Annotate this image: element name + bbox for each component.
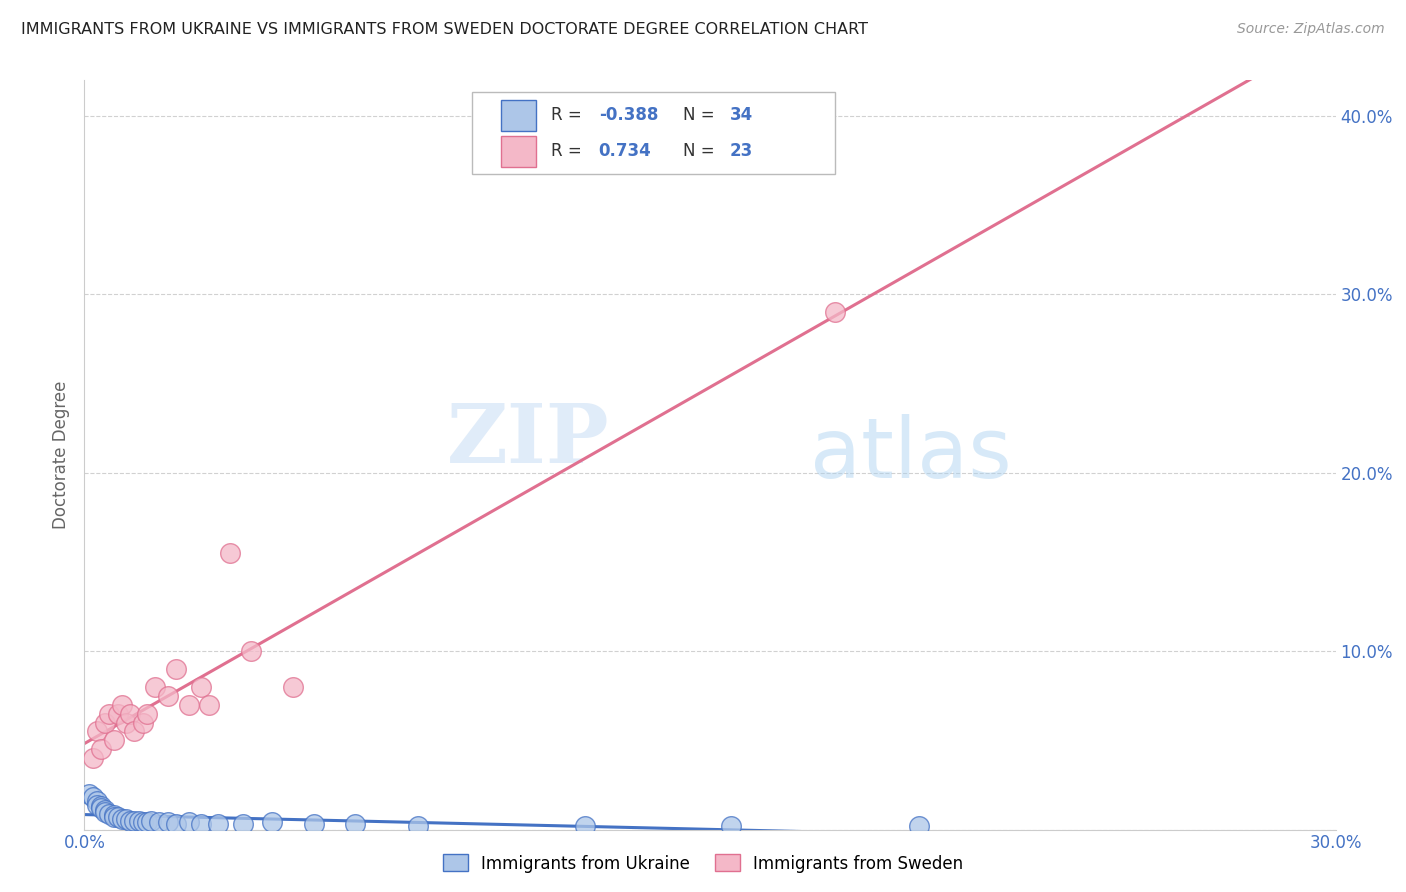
Text: R =: R = (551, 143, 592, 161)
Point (111, 698, 134, 712)
Point (824, 305, 846, 319)
Point (90, 799, 112, 814)
Point (115, 715, 138, 730)
Point (190, 680, 212, 694)
Text: -0.388: -0.388 (599, 106, 658, 125)
Point (98, 806, 121, 821)
Point (107, 706, 129, 721)
Text: 0.734: 0.734 (599, 143, 651, 161)
Point (177, 698, 200, 712)
Text: N =: N = (682, 106, 720, 125)
Point (103, 733, 125, 747)
Text: ZIP: ZIP (447, 400, 610, 480)
Point (207, 817, 229, 831)
Point (90, 742, 112, 756)
Point (262, 815, 284, 830)
Point (139, 814, 162, 828)
Point (98, 706, 121, 721)
Point (120, 706, 142, 721)
Y-axis label: Doctorate Degree: Doctorate Degree (52, 381, 70, 529)
Text: atlas: atlas (810, 415, 1012, 495)
Point (148, 815, 170, 830)
Point (90, 801, 112, 815)
Point (190, 817, 212, 831)
Text: R =: R = (551, 106, 588, 125)
Text: N =: N = (682, 143, 720, 161)
Point (86, 797, 108, 812)
Point (128, 814, 150, 828)
Point (115, 812, 138, 826)
Point (302, 817, 325, 831)
Point (103, 810, 125, 824)
Point (132, 815, 155, 830)
Point (107, 810, 129, 824)
Point (143, 680, 166, 694)
Point (103, 808, 125, 822)
Point (111, 812, 134, 826)
Point (77, 787, 100, 801)
Point (232, 817, 254, 831)
Point (720, 819, 742, 833)
FancyBboxPatch shape (472, 92, 835, 174)
Point (240, 644, 263, 658)
Bar (501, 136, 536, 167)
Point (136, 815, 159, 830)
Bar (501, 100, 536, 131)
Point (94, 715, 117, 730)
Text: 34: 34 (730, 106, 754, 125)
Point (574, 819, 596, 833)
Point (94, 805, 117, 819)
Point (165, 817, 187, 831)
Point (907, 819, 929, 833)
Text: IMMIGRANTS FROM UKRAINE VS IMMIGRANTS FROM SWEDEN DOCTORATE DEGREE CORRELATION C: IMMIGRANTS FROM UKRAINE VS IMMIGRANTS FR… (21, 22, 868, 37)
Text: 23: 23 (730, 143, 754, 161)
Point (124, 724, 146, 739)
Point (344, 817, 367, 831)
Point (86, 794, 108, 808)
Point (198, 698, 221, 712)
Point (156, 689, 179, 703)
Point (94, 803, 117, 817)
Point (219, 546, 242, 560)
Point (86, 724, 108, 739)
Point (132, 715, 155, 730)
Point (124, 814, 146, 828)
Point (120, 814, 142, 828)
Point (136, 706, 159, 721)
Point (165, 662, 187, 676)
Legend: Immigrants from Ukraine, Immigrants from Sweden: Immigrants from Ukraine, Immigrants from… (436, 847, 970, 880)
Point (281, 680, 304, 694)
Point (82, 751, 104, 765)
Point (82, 790, 104, 805)
Point (177, 815, 200, 830)
Point (156, 815, 179, 830)
Point (406, 819, 429, 833)
Text: Source: ZipAtlas.com: Source: ZipAtlas.com (1237, 22, 1385, 37)
